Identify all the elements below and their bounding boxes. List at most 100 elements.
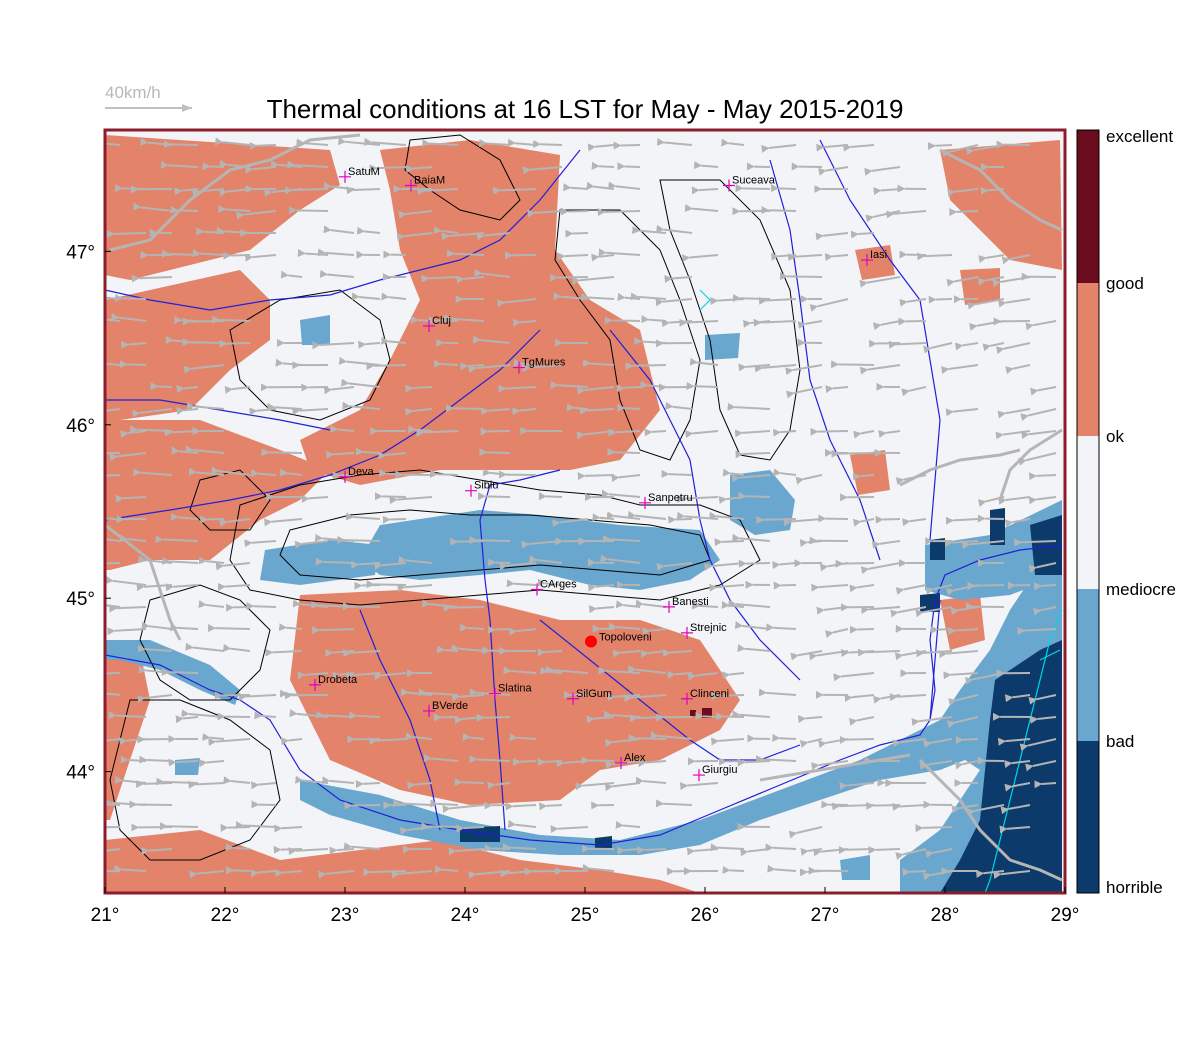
wind-arrow-icon [889,693,927,702]
wind-arrow-icon [512,757,537,766]
wind-arrow-icon [737,644,771,653]
wind-arrow-icon [895,848,927,860]
wind-arrow-icon [709,511,745,520]
wind-arrow-icon [161,667,199,676]
wind-arrow-icon [176,406,199,415]
wind-arrow-icon [132,408,173,418]
wind-arrow-icon [644,428,667,437]
wind-arrow-icon [923,342,953,354]
wind-arrow-icon [421,822,459,831]
wind-arrow-icon [758,688,797,697]
wind-arrow-icon [156,777,199,786]
wind-arrow-icon [617,403,641,412]
wind-arrow-icon [507,138,537,147]
wind-arrow-icon [208,738,251,747]
wind-arrow-icon [215,562,251,571]
wind-arrow-icon [225,843,251,852]
wind-arrow-icon [797,320,823,329]
city-cross-icon [693,769,705,782]
wind-arrow-icon [249,142,277,151]
wind-arrow-icon [132,202,173,212]
wind-arrow-icon [662,649,693,658]
wind-arrow-icon [429,469,459,478]
wind-arrow-icon [448,847,485,856]
wind-arrow-icon [591,161,615,170]
wind-arrow-icon [442,804,485,814]
wind-arrow-icon [738,559,771,568]
wind-arrow-icon [655,298,693,307]
map-title: Thermal conditions at 16 LST for May - M… [267,94,904,124]
wind-arrow-icon [476,713,511,722]
wind-arrow-icon [895,584,927,595]
wind-arrow-icon [871,540,901,549]
wind-arrow-icon [539,802,563,811]
wind-arrow-icon [860,562,901,575]
wind-arrow-icon [722,468,745,477]
wind-arrow-icon [895,474,927,486]
wind-arrow-icon [533,139,563,148]
wind-arrow-icon [1017,626,1057,635]
wind-arrow-icon [857,648,901,657]
wind-arrow-icon [170,623,199,632]
wind-arrow-icon [120,341,147,350]
wind-arrow-icon [925,848,953,859]
wind-arrow-icon [925,584,953,595]
wind-arrow-icon [839,735,875,744]
wind-arrow-icon [319,269,355,278]
wind-arrow-icon [1025,760,1057,772]
y-tick-label: 46° [66,416,95,437]
wind-scale-arrow-icon [105,104,192,112]
wind-arrow-icon [998,298,1031,308]
wind-arrow-icon [872,320,901,331]
wind-arrow-icon [168,758,199,767]
wind-arrow-icon [507,819,537,828]
wind-arrow-icon [758,296,797,305]
wind-arrow-icon [738,491,771,500]
wind-arrow-icon [664,274,693,283]
wind-arrow-icon [238,692,277,701]
city-label: TgMures [522,357,566,369]
wind-arrow-icon [948,694,979,706]
wind-arrow-icon [296,138,329,147]
wind-arrow-icon [1005,364,1031,375]
wind-arrow-icon [892,802,927,811]
colorbar-good [1077,130,1099,283]
wind-arrow-icon [722,866,745,875]
wind-arrow-icon [468,364,511,373]
wind-arrow-icon [323,386,355,395]
wind-arrow-icon [999,825,1031,834]
wind-arrow-icon [366,580,407,589]
wind-arrow-icon [115,494,147,503]
wind-arrow-icon [946,716,979,729]
wind-arrow-icon [557,252,589,261]
wind-arrow-icon [511,407,537,416]
city-label: Deva [348,466,375,478]
wind-arrow-icon [436,645,459,654]
city-label: Drobeta [318,674,358,686]
wind-arrow-icon [978,254,1005,263]
wind-arrow-icon [323,225,355,234]
city-label: Clinceni [690,688,729,700]
wind-arrow-icon [182,338,225,347]
wind-arrow-icon [766,623,797,632]
wind-arrow-icon [487,625,511,634]
wind-arrow-icon [529,555,563,564]
wind-arrow-icon [278,623,303,632]
wind-arrow-icon [592,513,615,522]
city-marker: Strejnic [681,622,727,639]
wind-arrow-icon [761,144,797,153]
wind-arrow-icon [955,736,979,745]
wind-arrow-icon [650,731,693,740]
city-cross-icon [339,470,351,483]
wind-arrow-icon [681,254,719,263]
wind-arrow-icon [189,870,225,879]
wind-arrow-icon [133,468,173,477]
wind-arrow-icon [825,385,849,394]
wind-arrow-icon [358,340,381,349]
wind-arrow-icon [582,358,615,367]
wind-arrow-icon [537,648,563,657]
wind-arrow-icon [852,472,875,481]
wind-arrow-icon [351,292,381,301]
wind-arrow-icon [349,711,381,720]
wind-arrow-icon [601,489,641,498]
